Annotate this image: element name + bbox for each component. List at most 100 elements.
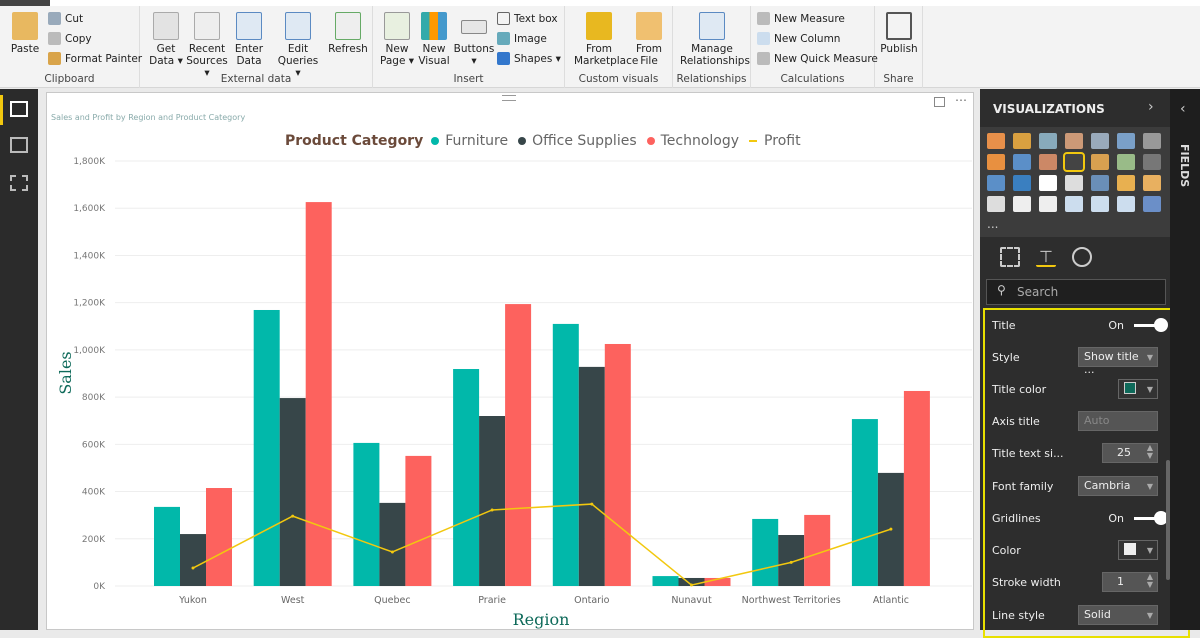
gridlines-toggle[interactable]: On — [1108, 510, 1168, 525]
bar-technology[interactable] — [206, 488, 232, 586]
profit-point[interactable] — [889, 527, 893, 531]
profit-point[interactable] — [390, 550, 394, 554]
visual-type-icon[interactable] — [1039, 175, 1057, 191]
new-page-button[interactable]: New Page ▾ — [379, 12, 415, 67]
copy-button[interactable]: Copy — [48, 32, 92, 45]
report-view-icon[interactable] — [10, 101, 28, 117]
visual-type-icon[interactable] — [987, 196, 1005, 212]
recent-sources-button[interactable]: Recent Sources ▾ — [184, 12, 230, 79]
fields-tab-icon[interactable] — [1000, 247, 1020, 267]
data-view-icon[interactable] — [10, 137, 28, 153]
file-tab[interactable] — [0, 0, 50, 6]
bar-furniture[interactable] — [353, 442, 380, 586]
bar-office-supplies[interactable] — [180, 534, 206, 586]
profit-point[interactable] — [690, 583, 693, 587]
scrollbar[interactable] — [1166, 460, 1170, 580]
paste-button[interactable]: Paste — [8, 12, 42, 55]
visual-type-icon[interactable] — [987, 175, 1005, 191]
drag-handle-icon[interactable] — [502, 95, 516, 101]
stepper-arrows-icon[interactable]: ▲ ▼ — [1146, 443, 1153, 460]
cut-button[interactable]: Cut — [48, 12, 83, 25]
bar-furniture[interactable] — [552, 323, 579, 586]
refresh-button[interactable]: Refresh — [328, 12, 368, 55]
manage-relationships-button[interactable]: Manage Relationships — [677, 12, 750, 67]
stroke-width-stepper[interactable]: 1 ▲ ▼ — [1102, 572, 1158, 592]
visual-type-icon[interactable] — [1091, 154, 1109, 170]
font-family-dropdown[interactable]: Cambria ▼ — [1078, 476, 1158, 496]
stepper-arrows-icon[interactable]: ▲ ▼ — [1146, 572, 1153, 589]
bar-furniture[interactable] — [154, 506, 180, 586]
new-visual-button[interactable]: New Visual — [417, 12, 451, 67]
new-measure-button[interactable]: New Measure — [757, 12, 845, 25]
legend-item[interactable]: Profit — [764, 133, 801, 149]
bar-technology[interactable] — [903, 390, 930, 586]
visual-type-icon[interactable] — [1117, 196, 1135, 212]
visual-type-icon[interactable] — [1117, 154, 1135, 170]
from-marketplace-button[interactable]: From Marketplace — [569, 12, 638, 67]
profit-point[interactable] — [590, 502, 594, 506]
format-paint-roller-icon[interactable]: ⊤ — [1036, 247, 1056, 267]
visual-type-icon[interactable] — [1143, 196, 1161, 212]
legend-item[interactable]: Technology — [660, 133, 740, 149]
image-button[interactable]: Image — [497, 32, 547, 45]
bar-office-supplies[interactable] — [279, 398, 306, 586]
format-painter-button[interactable]: Format Painter — [48, 52, 142, 65]
visual-type-icon[interactable] — [1013, 175, 1031, 191]
legend-item[interactable]: Office Supplies — [532, 133, 637, 149]
axis-title-input[interactable]: Auto — [1078, 411, 1158, 431]
search-input[interactable]: ⚲ Search — [986, 279, 1166, 305]
from-file-button[interactable]: From File — [631, 12, 667, 67]
profit-point[interactable] — [291, 514, 295, 518]
bar-office-supplies[interactable] — [578, 366, 605, 586]
new-quick-measure-button[interactable]: New Quick Measure — [757, 52, 878, 65]
bar-office-supplies[interactable] — [678, 577, 705, 586]
bar-furniture[interactable] — [752, 518, 779, 586]
edit-queries-button[interactable]: Edit Queries ▾ — [276, 12, 320, 79]
bar-office-supplies[interactable] — [778, 535, 805, 586]
visual-type-icon[interactable] — [1117, 133, 1135, 149]
get-data-button[interactable]: Get Data ▾ — [146, 12, 186, 67]
analytics-icon[interactable] — [1072, 247, 1092, 267]
bar-office-supplies[interactable] — [479, 416, 506, 586]
visual-type-icon[interactable] — [1091, 175, 1109, 191]
legend-item[interactable]: Furniture — [445, 133, 509, 149]
new-column-button[interactable]: New Column — [757, 32, 840, 45]
line-style-dropdown[interactable]: Solid ▼ — [1078, 605, 1158, 625]
visual-type-icon[interactable] — [1013, 133, 1031, 149]
gridline-color-picker[interactable]: ▼ — [1118, 540, 1158, 560]
focus-mode-icon[interactable] — [934, 97, 945, 107]
shapes-button[interactable]: Shapes ▾ — [497, 52, 561, 65]
publish-button[interactable]: Publish — [879, 12, 919, 55]
visual-type-icon[interactable] — [1013, 196, 1031, 212]
expand-chevron-icon[interactable]: ‹ — [1180, 101, 1186, 117]
visual-type-icon[interactable] — [1065, 196, 1083, 212]
fields-pane-collapsed[interactable]: ‹ FIELDS — [1170, 89, 1200, 630]
visual-type-icon[interactable] — [987, 154, 1005, 170]
chart-visual[interactable]: ⋯ Sales and Profit by Region and Product… — [46, 92, 974, 630]
visual-type-icon[interactable] — [1143, 133, 1161, 149]
buttons-button[interactable]: Buttons ▾ — [453, 12, 495, 67]
bar-furniture[interactable] — [851, 419, 878, 586]
profit-point[interactable] — [789, 560, 793, 564]
visual-type-icon[interactable] — [1117, 175, 1135, 191]
bar-furniture[interactable] — [253, 309, 280, 586]
title-toggle[interactable]: On — [1108, 317, 1168, 332]
bar-furniture[interactable] — [453, 369, 480, 586]
relationships-view-icon[interactable] — [10, 175, 28, 191]
visual-type-icon[interactable] — [1063, 152, 1085, 172]
visual-type-icon[interactable] — [1039, 133, 1057, 149]
visual-type-icon[interactable] — [987, 133, 1005, 149]
visual-type-icon[interactable] — [1065, 133, 1083, 149]
text-box-button[interactable]: Text box — [497, 12, 558, 25]
visual-type-icon[interactable] — [1065, 175, 1083, 191]
style-dropdown[interactable]: Show title ... ▼ — [1078, 347, 1158, 376]
bar-technology[interactable] — [405, 455, 432, 586]
title-color-picker[interactable]: ▼ — [1118, 379, 1158, 399]
title-size-stepper[interactable]: 25 ▲ ▼ — [1102, 443, 1158, 463]
visual-type-icon[interactable] — [1039, 196, 1057, 212]
bar-technology[interactable] — [604, 343, 631, 586]
bar-furniture[interactable] — [652, 576, 679, 586]
bar-office-supplies[interactable] — [379, 502, 406, 586]
bar-technology[interactable] — [704, 577, 731, 586]
more-visuals-icon[interactable]: ... — [987, 217, 999, 231]
